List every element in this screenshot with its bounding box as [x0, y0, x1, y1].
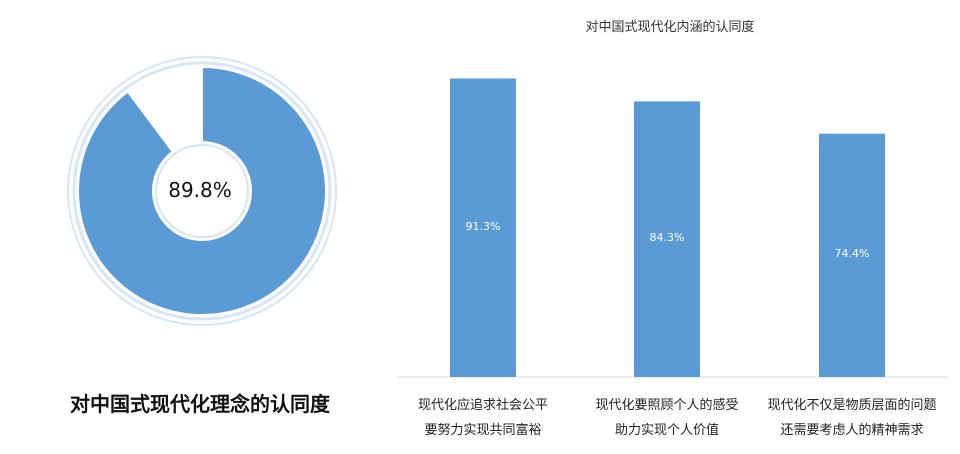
category-label-line: 还需要考虑人的精神需求: [780, 423, 924, 438]
category-label-line: 现代化要照顾个人的感受: [595, 398, 739, 413]
category-label-line: 现代化不仅是物质层面的问题: [767, 398, 937, 413]
pie-center-ring: [155, 144, 249, 238]
pie-chart: [67, 56, 337, 326]
category-label-line: 助力实现个人价值: [614, 423, 719, 438]
pie-center-label: 89.8%: [168, 178, 232, 202]
bar-chart-title: 对中国式现代化内涵的认同度: [585, 20, 755, 35]
bar-value-label: 84.3%: [649, 231, 685, 245]
bar: [819, 133, 885, 377]
pie-outer-ring: [67, 56, 337, 326]
category-label-line: 现代化应追求社会公平: [417, 398, 548, 413]
category-label: 现代化要照顾个人的感受 助力实现个人价值: [572, 393, 762, 443]
category-label: 现代化应追求社会公平 要努力实现共同富裕: [388, 393, 578, 443]
bar: [450, 78, 516, 377]
bar: [634, 101, 700, 378]
category-label: 现代化不仅是物质层面的问题 还需要考虑人的精神需求: [757, 393, 947, 443]
pie-outer-ring: [72, 61, 332, 321]
pie-chart-title: 对中国式现代化理念的认同度: [70, 392, 330, 416]
bar-value-label: 74.4%: [834, 247, 870, 261]
category-label-line: 要努力实现共同富裕: [424, 423, 542, 438]
bar-value-label: 91.3%: [465, 219, 501, 233]
